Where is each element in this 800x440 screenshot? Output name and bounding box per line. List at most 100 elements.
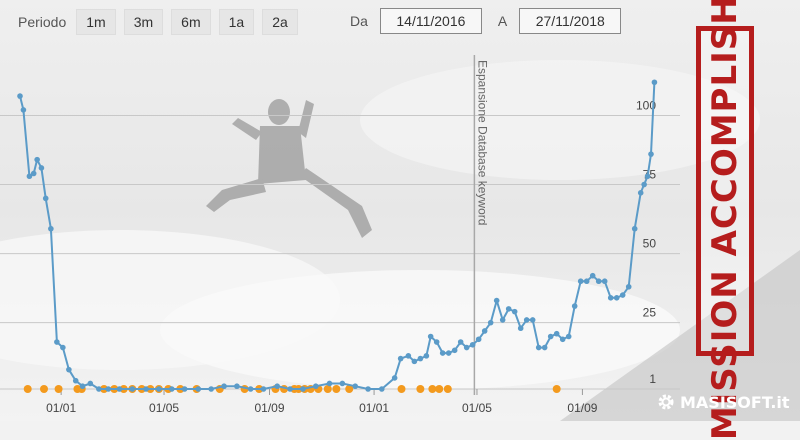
data-point [287,386,293,392]
jumping-man-silhouette [206,99,372,238]
data-point [79,383,86,390]
data-point [541,344,548,351]
data-point [397,355,404,362]
data-point [234,383,240,390]
y-tick-label: 25 [643,306,657,320]
data-point [54,339,60,345]
y-tick-label: 100 [636,98,656,112]
series-group [17,79,658,392]
building-silhouette [560,250,800,421]
mission-accomplished-stamp: MISSION ACCOMPLISHED [696,0,754,440]
data-point [607,295,614,301]
to-date-field[interactable]: 27/11/2018 [519,8,622,34]
data-point [26,173,33,180]
data-point [411,358,418,365]
data-point [34,156,40,163]
event-marker [443,385,452,393]
range-3m-button[interactable]: 3m [123,9,164,35]
event-marker [332,385,341,393]
data-point [221,383,227,390]
data-point [547,333,554,340]
stamp-text: MISSION ACCOMPLISHED [705,0,745,440]
data-point [535,344,542,351]
data-point [637,190,644,196]
range-2a-button[interactable]: 2a [262,9,298,35]
data-point [577,278,584,285]
data-point [469,341,476,348]
data-point [156,386,162,392]
data-point [644,173,651,180]
annotation-label: Espansione Database keyword [475,60,489,225]
x-tick-label: 01/09 [254,401,284,415]
gear-icon [658,394,674,410]
x-tick-label: 01/05 [149,401,179,415]
data-point [365,386,371,392]
data-point [38,165,45,171]
data-point [208,386,214,392]
data-point [487,319,494,326]
data-point [352,383,359,390]
data-point [17,93,23,99]
data-point [87,380,94,387]
data-point [463,344,470,351]
data-point [326,380,333,387]
data-point [116,386,123,392]
data-point [300,386,306,392]
x-tick-label: 01/05 [462,401,492,415]
data-point [641,181,647,188]
x-tick-label: 01/09 [567,401,597,415]
date-range: Da 14/11/2016 A 27/11/2018 [350,8,637,34]
gridlines [0,114,680,390]
to-label: A [497,13,508,29]
data-point [96,386,102,392]
data-point [129,386,136,392]
data-point [451,347,458,354]
x-axis-ticks: 01/01 01/05 01/09 01/01 01/05 01/09 [46,389,598,415]
logo-text: MASISOFT.it [680,392,790,412]
range-1a-button[interactable]: 1a [218,9,255,35]
event-marker [40,385,49,393]
masisoft-logo: MASISOFT.it [656,392,790,412]
event-marker [416,385,425,393]
data-point [625,283,632,290]
data-point [613,295,620,301]
data-point [517,325,524,332]
data-point [72,377,79,384]
data-point [565,333,572,340]
data-point [631,225,638,232]
data-point [457,339,464,345]
event-marker [428,385,437,393]
range-6m-button[interactable]: 6m [171,9,211,35]
data-point [523,317,530,323]
from-date-field[interactable]: 14/11/2016 [379,8,482,34]
data-point [378,386,385,392]
data-point [499,317,506,323]
data-point [589,272,596,279]
cloud-shape [160,270,680,390]
data-point [619,292,626,298]
annotation: Espansione Database keyword [473,55,489,395]
data-point [529,317,536,323]
data-point [168,386,175,392]
data-point [511,308,518,315]
data-point [648,151,654,157]
data-point [247,386,254,392]
data-point [417,355,424,362]
y-tick-label: 1 [649,372,656,386]
data-point [571,303,578,309]
event-marker [435,385,444,393]
event-marker [397,385,406,393]
from-label: Da [350,13,368,29]
data-point [391,375,398,381]
data-point [439,350,446,356]
data-point [60,344,66,351]
data-point [651,79,658,86]
data-point [48,225,54,232]
event-marker [54,385,63,393]
data-point [601,278,608,285]
data-point [445,350,452,356]
event-marker [323,385,332,393]
range-1m-button[interactable]: 1m [76,9,116,35]
data-point [553,330,560,337]
data-point [427,333,434,340]
